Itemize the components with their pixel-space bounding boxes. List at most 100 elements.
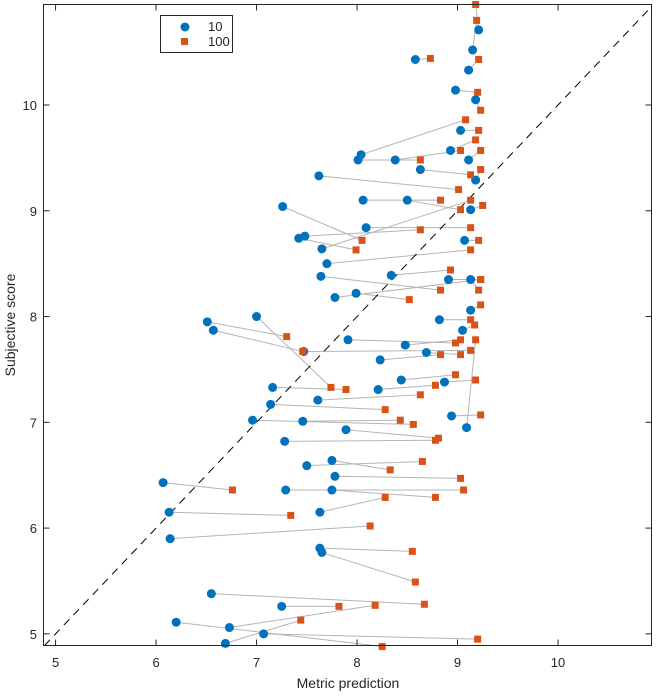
point-100 bbox=[457, 206, 465, 214]
point-100 bbox=[452, 371, 460, 379]
connector-line bbox=[302, 419, 401, 422]
point-10 bbox=[322, 259, 332, 269]
point-100 bbox=[467, 196, 475, 204]
connector-line bbox=[420, 169, 471, 176]
y-tick-label: 10 bbox=[23, 98, 37, 113]
point-10 bbox=[400, 340, 410, 350]
connector-line bbox=[355, 292, 410, 301]
point-10 bbox=[300, 231, 310, 241]
legend-label-10: 10 bbox=[208, 19, 222, 34]
point-10 bbox=[165, 534, 175, 544]
point-100 bbox=[431, 493, 439, 501]
point-10 bbox=[446, 145, 456, 155]
connector-line bbox=[326, 249, 471, 265]
y-tick-label: 6 bbox=[30, 521, 37, 536]
point-100 bbox=[475, 56, 483, 64]
point-10 bbox=[280, 436, 290, 446]
connector-line bbox=[318, 175, 459, 191]
connector-line bbox=[401, 374, 456, 381]
connector-line bbox=[319, 496, 386, 513]
point-100 bbox=[472, 376, 480, 384]
point-10 bbox=[313, 395, 323, 405]
point-100 bbox=[447, 266, 455, 274]
connector-line bbox=[472, 20, 478, 51]
point-100 bbox=[416, 391, 424, 399]
point-10 bbox=[316, 271, 326, 281]
point-100 bbox=[457, 146, 465, 154]
point-100 bbox=[477, 106, 485, 114]
point-10 bbox=[464, 155, 474, 165]
point-10 bbox=[351, 288, 361, 298]
connector-line bbox=[444, 379, 476, 383]
point-100 bbox=[420, 600, 428, 608]
point-100 bbox=[467, 346, 475, 354]
point-100 bbox=[228, 486, 236, 494]
point-100 bbox=[467, 171, 475, 179]
connector-line bbox=[256, 316, 332, 388]
point-10 bbox=[415, 165, 425, 175]
point-100 bbox=[386, 466, 394, 474]
connector-line bbox=[466, 339, 477, 428]
point-100 bbox=[479, 201, 487, 209]
point-100 bbox=[358, 236, 366, 244]
point-100 bbox=[416, 156, 424, 164]
y-axis-label: Subjective score bbox=[2, 273, 18, 376]
point-100 bbox=[474, 635, 482, 643]
point-100 bbox=[475, 236, 483, 244]
connector-line bbox=[320, 275, 441, 291]
point-100 bbox=[371, 601, 379, 609]
legend-label-100: 100 bbox=[208, 34, 230, 49]
connector-line bbox=[321, 551, 416, 583]
point-10 bbox=[361, 223, 371, 233]
point-100 bbox=[396, 416, 404, 424]
connector-lines bbox=[163, 4, 483, 648]
point-100 bbox=[409, 420, 417, 428]
connector-line bbox=[319, 547, 413, 552]
point-10 bbox=[171, 617, 181, 627]
connector-line bbox=[405, 339, 461, 346]
connector-line bbox=[306, 460, 423, 467]
point-10 bbox=[252, 312, 262, 322]
connector-line bbox=[360, 119, 466, 156]
point-100 bbox=[473, 16, 481, 24]
point-100 bbox=[472, 136, 480, 144]
point-100 bbox=[477, 411, 485, 419]
x-tick-label: 8 bbox=[353, 655, 360, 670]
connector-line bbox=[252, 419, 414, 425]
x-tick-label: 7 bbox=[253, 655, 260, 670]
point-100 bbox=[287, 511, 295, 519]
x-tick-label: 5 bbox=[52, 655, 59, 670]
point-10 bbox=[396, 375, 406, 385]
point-10 bbox=[281, 485, 291, 495]
point-10 bbox=[471, 95, 481, 105]
point-100 bbox=[455, 186, 463, 194]
point-100 bbox=[411, 578, 419, 586]
point-100 bbox=[436, 286, 444, 294]
point-10 bbox=[466, 205, 476, 215]
point-100 bbox=[405, 296, 413, 304]
point-100 bbox=[381, 493, 389, 501]
point-10 bbox=[302, 461, 312, 471]
point-100 bbox=[467, 224, 475, 232]
point-10 bbox=[224, 623, 234, 633]
point-10 bbox=[317, 244, 327, 254]
axis-ticks: 5 6 7 8 9 10 5 6 7 8 9 10 bbox=[23, 4, 652, 670]
point-10 bbox=[460, 235, 470, 245]
connector-line bbox=[407, 199, 461, 211]
point-100 bbox=[452, 339, 460, 347]
connector-line bbox=[331, 459, 391, 471]
legend-square-icon bbox=[181, 38, 188, 45]
point-10 bbox=[327, 455, 337, 465]
connector-line bbox=[380, 354, 441, 361]
point-10 bbox=[456, 125, 466, 135]
connector-line bbox=[317, 394, 421, 401]
point-100 bbox=[283, 333, 291, 341]
connector-line bbox=[321, 199, 471, 250]
point-10 bbox=[220, 638, 230, 648]
point-10 bbox=[410, 55, 420, 65]
point-10 bbox=[451, 85, 461, 95]
point-10 bbox=[208, 325, 218, 335]
point-100 bbox=[475, 286, 483, 294]
point-10 bbox=[356, 150, 366, 160]
